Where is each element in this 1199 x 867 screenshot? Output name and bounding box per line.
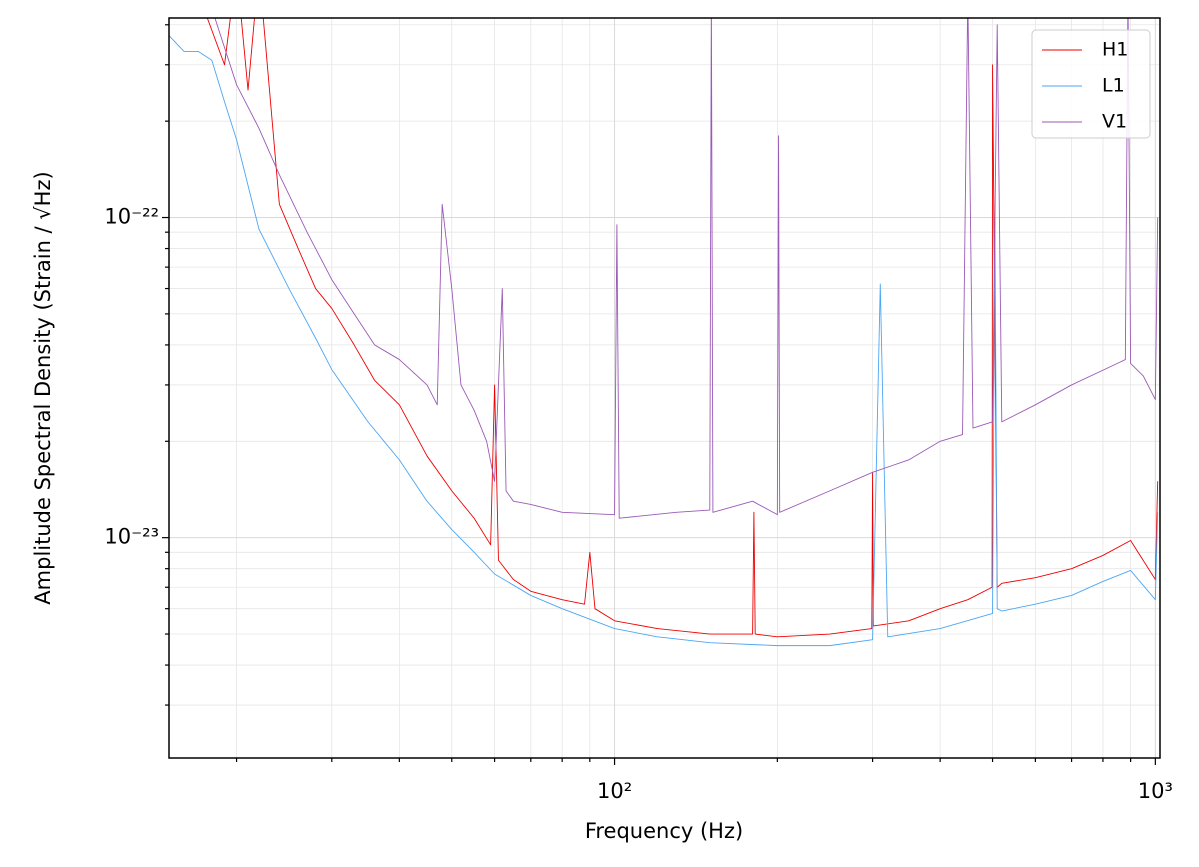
y-axis-label: Amplitude Spectral Density (Strain / √Hz…	[31, 171, 55, 604]
legend-box	[1031, 29, 1151, 139]
series-line	[169, 35, 1159, 647]
series-line	[214, 18, 1159, 519]
legend-label: H1	[1102, 39, 1128, 61]
x-tick-label: 10²	[597, 779, 632, 803]
series-line	[206, 18, 1159, 638]
lines	[169, 18, 1159, 647]
x-tick-label: 10³	[1138, 779, 1173, 803]
legend: H1 L1 V1	[1031, 29, 1151, 139]
grid	[169, 18, 1160, 758]
y-tick-label: 10⁻²²	[104, 205, 159, 229]
legend-label: V1	[1102, 111, 1127, 133]
x-axis-label: Frequency (Hz)	[585, 819, 743, 843]
y-tick-label: 10⁻²³	[104, 525, 159, 549]
plot-frame	[168, 17, 1161, 759]
legend-label: L1	[1102, 75, 1125, 97]
axes: 10² 10³ 10⁻²³ 10⁻²²	[104, 24, 1173, 803]
